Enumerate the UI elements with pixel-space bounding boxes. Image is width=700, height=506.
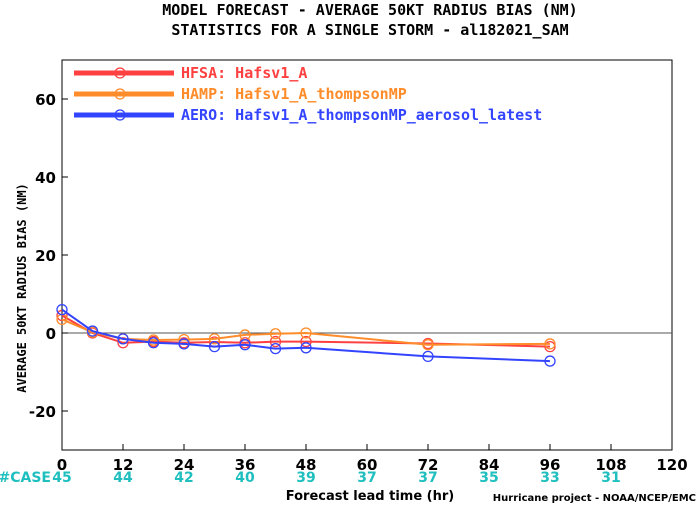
x-tick-label: 84 [479, 456, 500, 474]
series-3-point [239, 339, 251, 351]
series-1-point [269, 335, 282, 348]
legend-marker-1 [114, 67, 126, 79]
case-count: 35 [479, 470, 498, 486]
x-tick-label: 120 [656, 456, 687, 474]
series-3-point [86, 325, 99, 337]
series-3-point [178, 338, 190, 350]
x-tick-label: 60 [357, 456, 378, 474]
series-2-point [422, 339, 434, 351]
case-count: 31 [601, 470, 620, 486]
x-tick-label: 36 [235, 456, 256, 474]
series-2-point [300, 327, 312, 339]
series-line-1 [61, 314, 551, 348]
legend-entry-1: HFSA: Hafsv1_A [181, 64, 307, 82]
case-count: 44 [113, 470, 133, 486]
case-count: 33 [540, 470, 559, 486]
series-line-3 [61, 308, 551, 363]
series-2-point [544, 338, 556, 350]
series-1-point [544, 340, 556, 353]
y-tick-label: 20 [35, 247, 56, 265]
series-2-point [208, 333, 221, 345]
case-count: 37 [418, 470, 437, 486]
series-2-point [269, 328, 282, 340]
y-tick-label: 0 [46, 325, 56, 343]
legend-entry-2: HAMP: Hafsv1_A_thompsonMP [181, 85, 407, 103]
x-tick-label: 0 [57, 456, 67, 474]
series-3-point [422, 350, 434, 363]
series-1-point [117, 337, 129, 349]
case-count: 42 [174, 470, 193, 486]
legend-marker-2 [114, 88, 126, 100]
legend: HFSA: Hafsv1_A HAMP: Hafsv1_A_thompsonMP A… [74, 64, 542, 124]
case-count: 45 [52, 470, 71, 486]
series-3-point [269, 342, 282, 355]
chart-subtitle: STATISTICS FOR A SINGLE STORM - al182021… [171, 21, 568, 39]
x-tick-label: 24 [174, 456, 195, 474]
x-tick-label: 108 [595, 456, 626, 474]
credit-text: Hurricane project - NOAA/NCEP/EMC [493, 493, 696, 504]
x-axis-label: Forecast lead time (hr) [286, 489, 454, 504]
series-3-point [544, 355, 556, 367]
x-tick-label: 12 [113, 456, 134, 474]
legend-entry-3: AERO: Hafsv1_A_thompsonMP_aerosol_latest [181, 106, 542, 124]
case-count: 40 [235, 470, 255, 486]
chart-title: MODEL FORECAST - AVERAGE 50KT RADIUS BIA… [162, 1, 577, 19]
series-2-point [147, 334, 160, 346]
x-tick-label: 96 [540, 456, 561, 474]
plot-area: -20 0 20 40 60 0 12 24 36 48 60 72 84 96 108 120 45 44 42 4… [29, 59, 688, 486]
series-3-point [208, 340, 221, 353]
series-3-point [56, 303, 68, 316]
series-3-point [300, 342, 312, 354]
legend-marker-3 [114, 109, 126, 121]
x-tick-label: 72 [418, 456, 439, 474]
y-axis-label: AVERAGE 50KT RADIUS BIAS (NM) [15, 183, 29, 393]
series-3-point [147, 337, 160, 349]
case-count-label: #CASE [0, 470, 51, 486]
y-tick-label: 60 [35, 91, 56, 109]
case-count: 37 [357, 470, 376, 486]
x-tick-label: 48 [296, 456, 317, 474]
y-tick-label: -20 [29, 403, 56, 421]
case-count: 39 [296, 470, 315, 486]
series-3-point [117, 333, 129, 345]
y-tick-label: 40 [35, 169, 56, 187]
series-1-point [300, 335, 312, 348]
